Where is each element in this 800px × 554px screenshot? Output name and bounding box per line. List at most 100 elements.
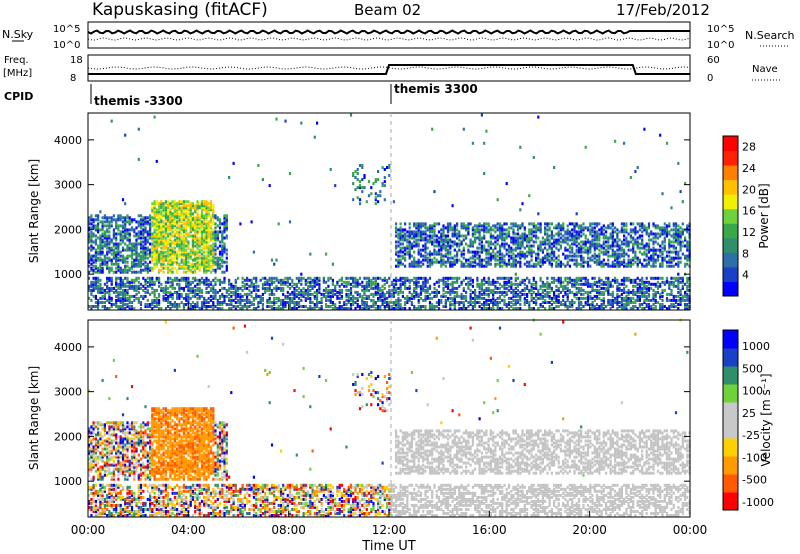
power-cell — [381, 294, 384, 298]
power-cell — [99, 250, 102, 254]
power-cell — [557, 258, 560, 262]
power-cell — [399, 234, 402, 238]
power-cell — [189, 222, 192, 226]
power-cell — [537, 290, 540, 294]
power-cell — [264, 286, 267, 290]
power-cell — [573, 234, 576, 238]
power-cell — [354, 276, 357, 280]
power-cell — [110, 224, 113, 228]
power-cell — [541, 236, 544, 240]
power-cell — [90, 268, 93, 272]
power-cell — [149, 276, 152, 280]
power-cell — [313, 303, 316, 306]
power-cell — [180, 278, 183, 282]
power-cell — [200, 236, 204, 240]
power-cell — [460, 224, 463, 228]
power-cell — [101, 220, 104, 224]
power-cell — [446, 252, 450, 256]
power-cell — [90, 262, 93, 266]
power-cell — [442, 294, 445, 298]
power-cell — [178, 288, 181, 292]
power-cell — [568, 232, 571, 236]
power-cell — [485, 262, 488, 266]
power-cell — [273, 303, 276, 306]
power-cell — [126, 238, 129, 242]
power-cell — [582, 242, 585, 246]
power-cell — [627, 264, 630, 268]
power-cell — [198, 240, 201, 244]
power-cell — [92, 246, 95, 250]
power-cell — [194, 218, 197, 222]
power-cell — [146, 230, 149, 234]
power-cell — [207, 210, 210, 214]
power-cell — [512, 262, 515, 266]
power-cell — [340, 288, 343, 292]
power-cell — [410, 294, 413, 298]
power-cell — [462, 248, 465, 252]
power-cell — [300, 294, 303, 298]
power-cell — [205, 228, 208, 232]
power-cell — [189, 214, 192, 218]
power-cell — [451, 286, 454, 290]
power-cell — [614, 252, 617, 256]
power-cell — [562, 286, 565, 290]
power-cell — [94, 294, 97, 298]
power-cell — [133, 234, 136, 238]
power-cell — [160, 250, 163, 254]
power-cell — [101, 296, 104, 300]
power-cell — [428, 276, 432, 280]
power-cell — [469, 288, 472, 292]
power-cell — [501, 284, 504, 288]
power-cell — [616, 301, 619, 304]
power-cell — [307, 292, 310, 296]
power-cell — [505, 262, 508, 266]
power-cell — [92, 232, 95, 236]
power-cell — [629, 262, 632, 266]
power-cell — [88, 220, 91, 224]
power-cell — [541, 250, 544, 254]
power-cell — [487, 303, 490, 306]
power-cell — [507, 288, 511, 292]
power-cell — [600, 262, 603, 266]
power-cell — [623, 230, 626, 234]
power-cell — [607, 246, 610, 250]
power-cell — [410, 301, 413, 304]
power-cell — [530, 258, 533, 262]
power-cell — [478, 232, 481, 236]
power-cell — [546, 301, 549, 304]
power-cell — [318, 288, 321, 292]
power-cell — [487, 276, 490, 280]
power-cell — [237, 305, 240, 308]
power-cell — [167, 256, 170, 260]
power-cell — [214, 262, 217, 266]
power-cell — [614, 240, 617, 244]
power-cell — [611, 232, 614, 236]
power-cell — [112, 244, 115, 248]
power-cell — [169, 236, 172, 240]
power-cell — [139, 307, 143, 310]
power-cell — [185, 228, 188, 232]
power-cell — [494, 262, 497, 266]
power-cell — [259, 278, 262, 282]
power-cell — [189, 282, 192, 286]
power-cell — [194, 290, 197, 294]
power-cell — [496, 226, 499, 230]
power-cell — [101, 232, 104, 236]
power-cell — [516, 292, 520, 296]
power-cell — [367, 180, 371, 184]
power-cell — [146, 276, 149, 280]
power-cell — [399, 236, 402, 240]
power-cell — [593, 288, 596, 292]
power-cell — [607, 284, 610, 288]
power-cell — [119, 290, 122, 294]
power-cell — [602, 258, 605, 262]
power-cell — [611, 230, 614, 234]
power-cell — [345, 282, 348, 286]
power-cell — [577, 288, 581, 292]
power-cell — [557, 294, 560, 298]
power-cell — [577, 282, 581, 286]
power-cell — [212, 256, 215, 260]
power-cell — [110, 119, 113, 123]
power-cell — [101, 226, 104, 230]
power-cell — [149, 266, 152, 270]
